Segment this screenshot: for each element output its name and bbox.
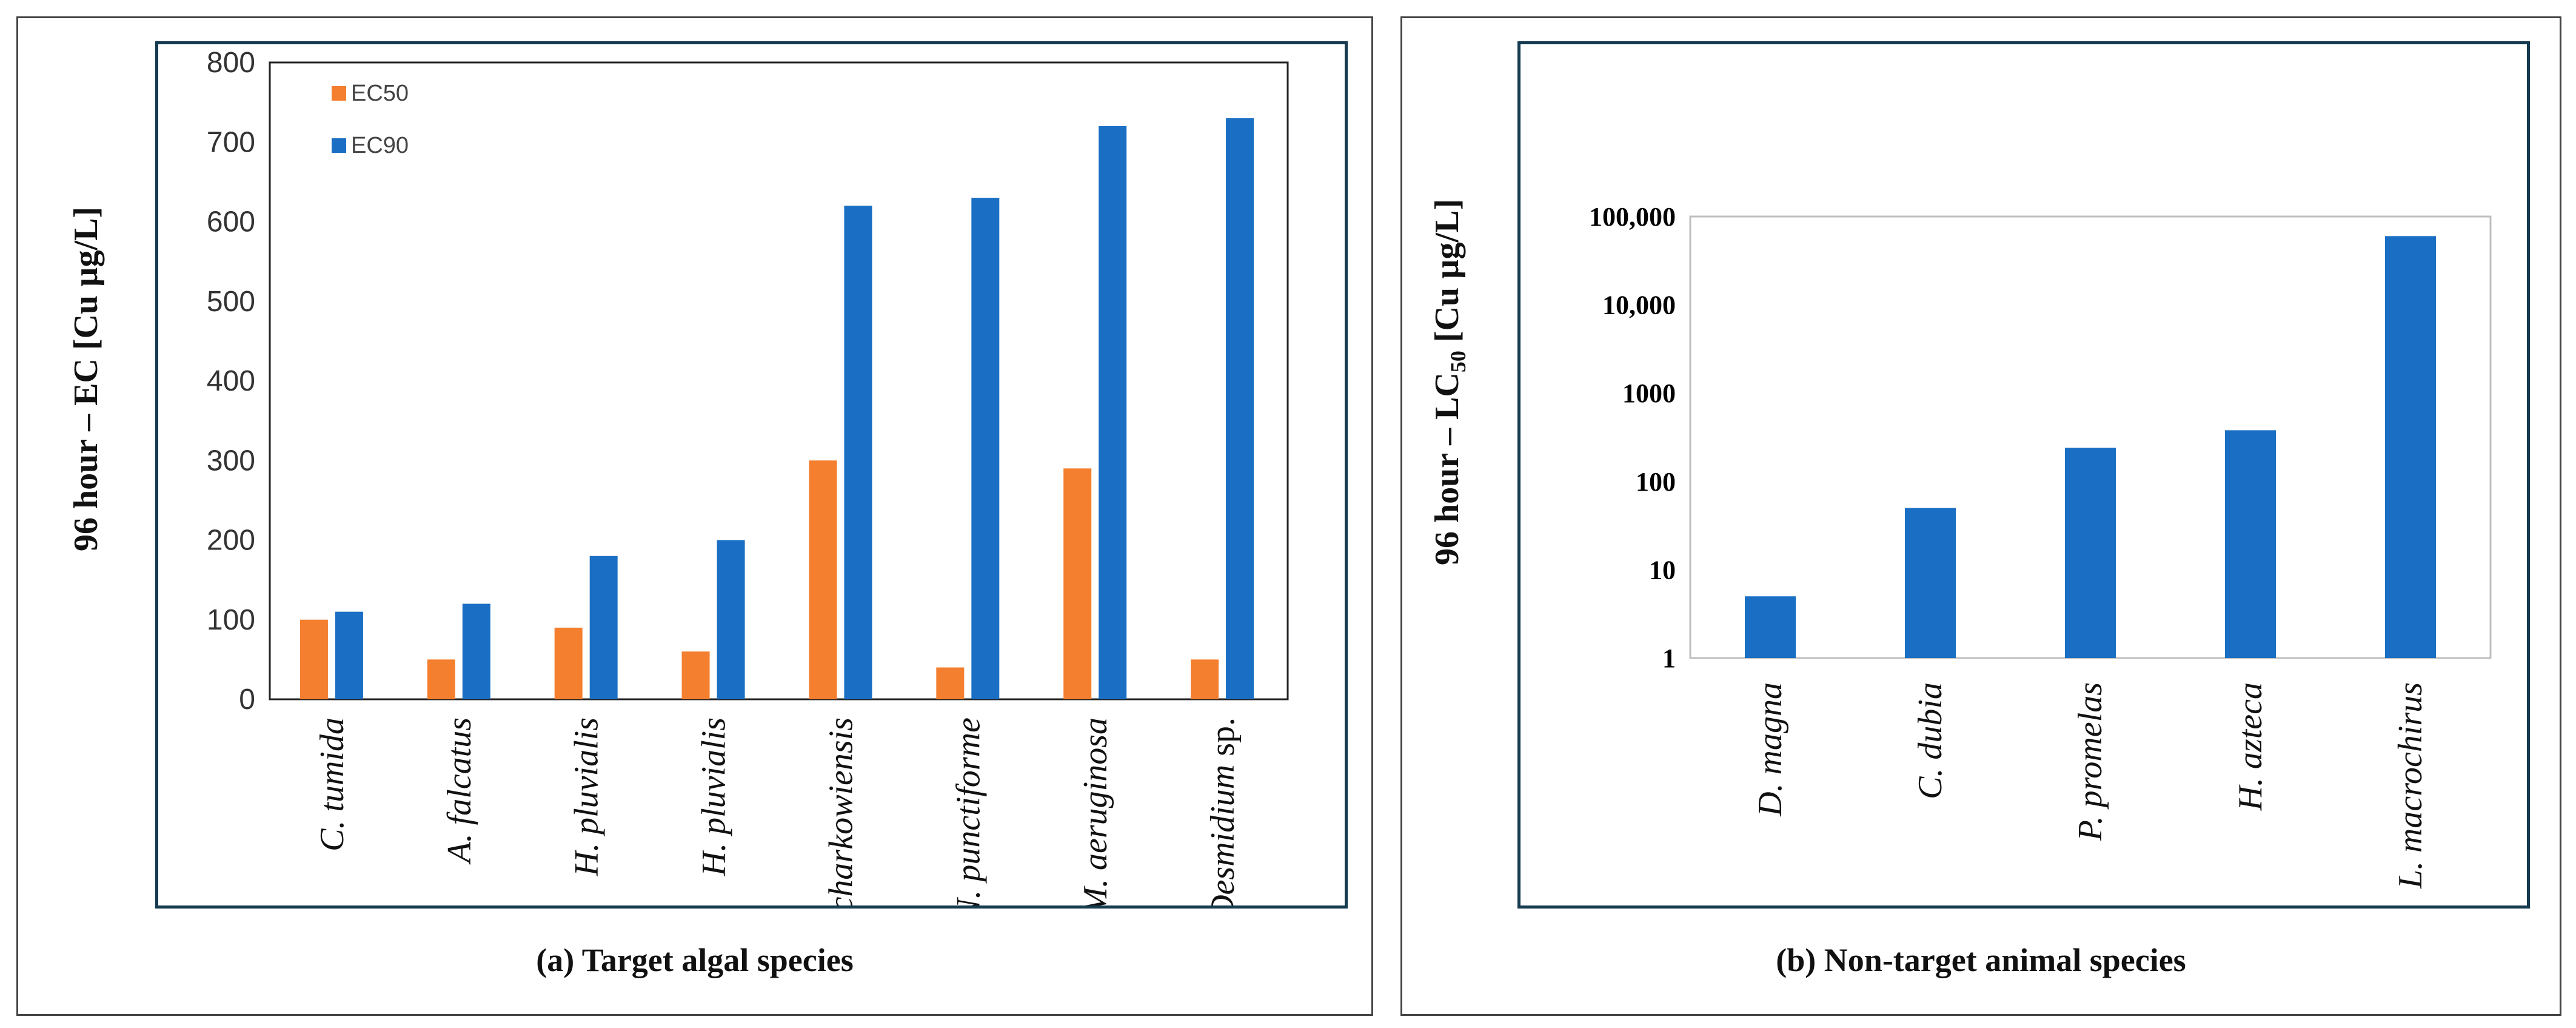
bar-lc50 (1745, 596, 1796, 658)
panel-a: 0 100 200 300 400 500 600 700 800 C. tumida A. fal… (16, 16, 1373, 1016)
y-tick-label-b: 1 (1662, 643, 1676, 673)
y-tick-label-a: 400 (207, 365, 255, 397)
y-tick-label-a: 700 (207, 126, 255, 158)
bar-ec50 (809, 460, 837, 699)
y-tick-label-b: 10 (1649, 555, 1676, 585)
bar-ec90 (462, 603, 490, 699)
y-tick-label-b: 100 (1636, 467, 1676, 497)
x-category-label-b: L. macrochirus (2392, 682, 2429, 889)
x-category-label-a: H. pluvialis (568, 717, 606, 876)
bar-lc50 (2385, 236, 2436, 659)
bar-ec90 (1099, 126, 1127, 699)
bar-ec90 (335, 611, 363, 699)
x-category-label-b: C. dubia (1912, 682, 1949, 799)
bar-ec90 (589, 556, 618, 699)
caption-a: (a) Target algal species (536, 942, 854, 978)
chart-frame-a: 0 100 200 300 400 500 600 700 800 C. tumida A. fal… (155, 41, 1348, 946)
y-tick-label-a: 800 (207, 47, 255, 79)
legend-swatch-ec50 (332, 86, 346, 101)
bar-ec90 (971, 198, 1000, 699)
y-tick-label-a: 500 (207, 286, 255, 318)
y-tick-label-b: 100,000 (1589, 202, 1676, 232)
x-category-label-b: P. promelas (2072, 682, 2109, 841)
bar-lc50 (2065, 448, 2116, 658)
y-tick-label-a: 600 (207, 206, 255, 238)
bar-ec50 (936, 667, 965, 699)
bar-ec50 (427, 659, 455, 699)
chart-frame-b: 1 10 100 1000 10,000 100,000 D. magna C. dubia P… (1517, 41, 2530, 909)
x-category-label-a: P. charkowiensis (822, 717, 860, 905)
plot-area-a (269, 61, 1289, 700)
y-tick-label-a: 100 (207, 604, 255, 636)
y-tick-label-a: 0 (239, 684, 255, 716)
y-tick-label-a: 300 (207, 445, 255, 477)
bar-lc50 (2225, 430, 2276, 658)
bar-ec50 (681, 651, 710, 699)
bar-ec90 (1226, 118, 1254, 699)
legend-label-ec90: EC90 (351, 133, 409, 158)
x-category-label-a: H. pluvialis (695, 717, 733, 876)
bar-ec50 (1191, 659, 1219, 699)
x-category-label-b: D. magna (1751, 682, 1789, 817)
bar-ec50 (299, 619, 328, 699)
panel-b: 1 10 100 1000 10,000 100,000 D. magna C. dubia P… (1400, 16, 2561, 1016)
chart-a: 0 100 200 300 400 500 600 700 800 C. tumida A. fal… (207, 47, 1289, 946)
bar-ec50 (1063, 468, 1092, 699)
bar-ec90 (844, 206, 872, 699)
caption-b: (b) Non-target animal species (1776, 942, 2186, 978)
x-category-label-a: , M. aeruginosa (1077, 717, 1114, 905)
bar-ec90 (717, 540, 745, 699)
x-category-label-a: A. falcatus (441, 717, 478, 865)
y-tick-label-b: 1000 (1622, 378, 1676, 408)
y-tick-label-b: 10,000 (1602, 291, 1676, 320)
x-category-label-a: C. tumida (313, 717, 351, 852)
bar-ec50 (554, 627, 583, 699)
x-category-label-a: Desmidium sp. (1204, 717, 1242, 905)
bar-lc50 (1905, 508, 1956, 658)
chart-b: 1 10 100 1000 10,000 100,000 D. magna C. dubia P… (1589, 202, 2492, 889)
legend-label-ec50: EC50 (351, 81, 409, 106)
legend-swatch-ec90 (332, 138, 346, 153)
x-category-label-a: N. punctiforme (949, 717, 987, 905)
x-category-label-b: H. azteca (2232, 682, 2269, 811)
y-tick-label-a: 200 (207, 525, 255, 557)
